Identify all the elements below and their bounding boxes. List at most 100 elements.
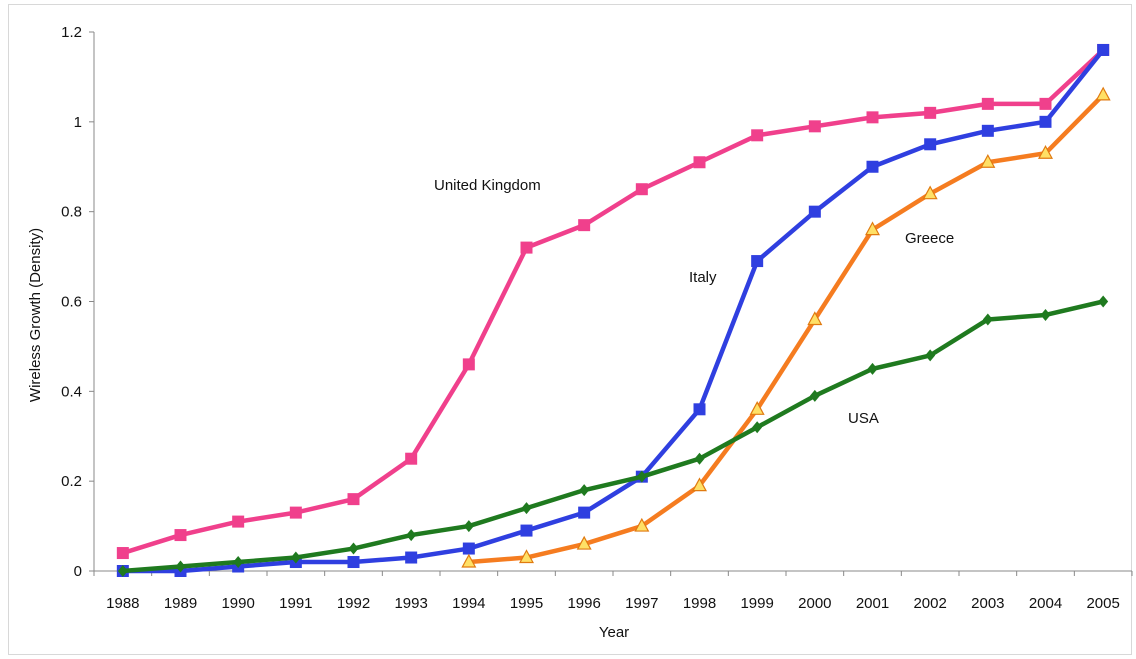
data-point-usa bbox=[867, 362, 878, 375]
x-tick-label: 2000 bbox=[798, 595, 831, 612]
series-label-italy: Italy bbox=[689, 269, 717, 286]
x-tick-label: 2005 bbox=[1086, 595, 1119, 612]
data-point-greece bbox=[864, 221, 881, 236]
data-point-greece bbox=[980, 153, 996, 168]
data-point-greece bbox=[922, 185, 938, 200]
data-point-greece bbox=[461, 553, 477, 568]
data-point-usa bbox=[925, 349, 936, 362]
data-point-italy bbox=[693, 403, 706, 416]
series-line-greece bbox=[466, 92, 1106, 565]
data-point-usa bbox=[1040, 308, 1051, 321]
data-point-united-kingdom bbox=[693, 156, 706, 169]
x-axis-title: Year bbox=[599, 624, 629, 641]
y-tick-label: 0.4 bbox=[61, 383, 82, 400]
y-tick-label: 0.6 bbox=[61, 294, 82, 311]
data-point-usa bbox=[348, 542, 359, 555]
data-point-usa bbox=[233, 556, 244, 569]
data-point-united-kingdom bbox=[520, 241, 533, 254]
series-line-italy bbox=[120, 47, 1106, 574]
data-point-greece bbox=[807, 311, 823, 326]
x-tick-label: 1993 bbox=[394, 595, 427, 612]
data-point-usa bbox=[982, 313, 993, 326]
data-point-united-kingdom bbox=[116, 547, 129, 560]
data-point-usa bbox=[579, 484, 590, 497]
y-tick-label: 1 bbox=[74, 114, 82, 131]
x-axis: 1988 1989 1990 1991 1992 1993 1994 1995 1996 1997… bbox=[93, 570, 1133, 612]
x-tick-label: 1998 bbox=[683, 595, 716, 612]
data-point-italy bbox=[981, 124, 994, 137]
series-line-united-kingdom bbox=[120, 47, 1106, 556]
data-point-usa bbox=[175, 560, 186, 573]
y-axis-title: Wireless Growth (Density) bbox=[27, 228, 44, 402]
x-tick-label: 1990 bbox=[221, 595, 254, 612]
x-tick-label: 1996 bbox=[567, 595, 600, 612]
series-italy bbox=[116, 43, 1110, 577]
x-tick-label: 1999 bbox=[740, 595, 773, 612]
series-united-kingdom bbox=[116, 43, 1110, 560]
data-point-united-kingdom bbox=[347, 493, 360, 506]
data-point-united-kingdom bbox=[405, 452, 418, 465]
data-point-greece bbox=[576, 535, 592, 550]
x-tick-label: 2003 bbox=[971, 595, 1004, 612]
data-point-united-kingdom bbox=[635, 183, 648, 196]
y-tick-label: 1.2 bbox=[61, 24, 82, 41]
x-tick-label: 1988 bbox=[106, 595, 139, 612]
data-point-greece bbox=[1095, 86, 1111, 101]
x-tick-label: 1997 bbox=[625, 595, 658, 612]
data-point-greece bbox=[518, 549, 535, 564]
x-tick-label: 1989 bbox=[164, 595, 197, 612]
data-point-italy bbox=[1097, 43, 1110, 56]
x-tick-label: 2002 bbox=[913, 595, 946, 612]
data-point-united-kingdom bbox=[808, 120, 821, 133]
data-point-usa bbox=[463, 520, 474, 533]
y-tick-label: 0.2 bbox=[61, 473, 82, 490]
data-point-italy bbox=[462, 542, 475, 555]
series-label-usa: USA bbox=[848, 410, 879, 427]
series-label-united-kingdom: United Kingdom bbox=[434, 177, 541, 194]
series-usa bbox=[117, 295, 1109, 577]
data-point-usa bbox=[809, 389, 820, 402]
data-point-italy bbox=[866, 160, 879, 173]
data-point-usa bbox=[290, 551, 301, 564]
x-tick-label: 1991 bbox=[279, 595, 312, 612]
data-point-united-kingdom bbox=[751, 129, 764, 142]
data-point-usa bbox=[752, 421, 763, 434]
data-point-italy bbox=[751, 255, 764, 268]
data-point-italy bbox=[808, 205, 821, 218]
data-point-italy bbox=[1039, 115, 1052, 128]
data-point-united-kingdom bbox=[232, 515, 245, 528]
data-point-united-kingdom bbox=[1039, 97, 1052, 110]
data-point-usa bbox=[117, 565, 128, 577]
data-point-united-kingdom bbox=[462, 358, 475, 371]
series-line-usa bbox=[120, 299, 1106, 574]
x-tick-label: 1995 bbox=[510, 595, 543, 612]
x-tick-label: 2001 bbox=[856, 595, 889, 612]
data-point-italy bbox=[578, 506, 591, 519]
series-labels: United Kingdom Italy Greece USA bbox=[434, 177, 954, 427]
series-layer bbox=[116, 43, 1111, 577]
data-point-united-kingdom bbox=[578, 219, 591, 232]
data-point-united-kingdom bbox=[924, 106, 937, 119]
data-point-united-kingdom bbox=[981, 97, 994, 110]
x-tick-label: 1994 bbox=[452, 595, 485, 612]
x-tick-label: 1992 bbox=[337, 595, 370, 612]
y-axis: 0 0.2 0.4 0.6 0.8 1 1.2 bbox=[61, 24, 95, 580]
data-point-usa bbox=[521, 502, 532, 515]
data-point-usa bbox=[1098, 295, 1109, 308]
data-point-united-kingdom bbox=[866, 111, 879, 124]
data-point-greece bbox=[1037, 145, 1054, 159]
data-point-greece bbox=[634, 517, 650, 532]
data-point-italy bbox=[347, 556, 360, 569]
y-tick-label: 0 bbox=[74, 563, 82, 580]
data-point-usa bbox=[694, 452, 705, 465]
data-point-greece bbox=[691, 477, 708, 492]
data-point-united-kingdom bbox=[174, 529, 187, 542]
data-point-italy bbox=[405, 551, 418, 564]
data-point-italy bbox=[520, 524, 533, 537]
data-point-italy bbox=[924, 138, 937, 151]
series-greece bbox=[461, 86, 1111, 568]
data-point-usa bbox=[406, 529, 417, 542]
series-label-greece: Greece bbox=[905, 230, 954, 247]
x-tick-label: 2004 bbox=[1029, 595, 1062, 612]
